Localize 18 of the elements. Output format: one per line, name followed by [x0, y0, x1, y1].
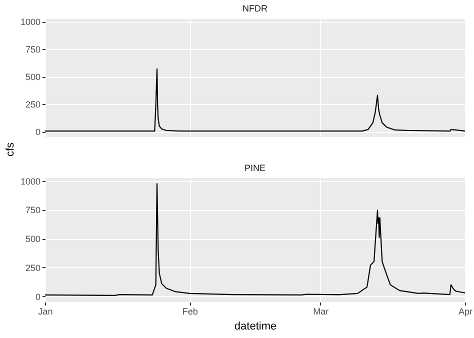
- y-tick-label: 250: [25, 100, 40, 110]
- y-tick-label: 0: [35, 292, 40, 302]
- chart-title: PINE: [244, 162, 266, 173]
- x-tick-label: Jan: [38, 306, 53, 316]
- y-tick-label: 750: [25, 44, 40, 55]
- x-tick-label: Feb: [182, 306, 198, 316]
- y-axis-title: cfs: [4, 142, 16, 157]
- y-tick-label: 250: [25, 262, 40, 273]
- y-tick-label: 500: [25, 72, 40, 82]
- chart-title: NFDR: [242, 4, 268, 14]
- y-tick-label: 500: [25, 234, 40, 244]
- x-axis-title: datetime: [234, 320, 277, 332]
- y-tick-label: 1000: [20, 17, 40, 28]
- x-tick-label: Mar: [313, 306, 329, 316]
- y-tick-label: 1000: [20, 176, 40, 186]
- y-tick-label: 750: [25, 205, 40, 216]
- x-tick-label: Apr: [458, 306, 473, 316]
- y-tick-label: 0: [35, 127, 40, 138]
